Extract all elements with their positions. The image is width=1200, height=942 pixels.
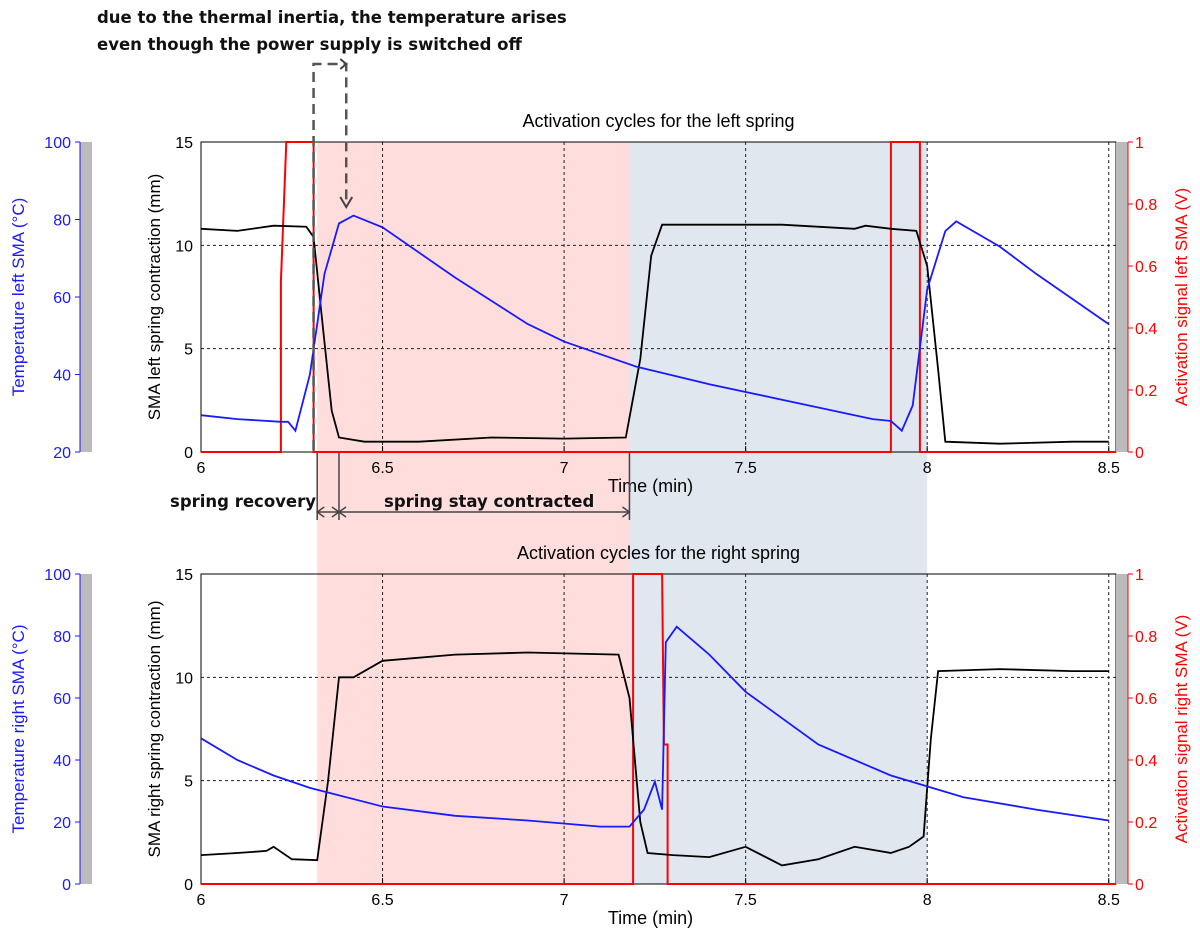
inertia-note-line2: even though the power supply is switched…: [97, 35, 522, 54]
right-axis-bar: [1116, 574, 1128, 884]
spring-contraction-line: [200, 223, 1109, 445]
tick-label-x: 7: [560, 892, 569, 909]
activation-axis-label: Activation signal left SMA (V): [1172, 188, 1191, 406]
tick-label-y2: 1: [1135, 135, 1144, 152]
tick-label-y3: 60: [53, 691, 71, 708]
tick-label-x: 7.5: [735, 892, 757, 909]
chart-right-spring: 6 6.5 7 7.5 8 8.505101500.20.40.60.8102040608…: [9, 543, 1191, 928]
tick-label-y3: 40: [53, 368, 71, 385]
temperature-axis-label: Temperature right SMA (°C): [9, 625, 28, 834]
x-axis-label: Time (min): [608, 476, 693, 496]
spring-contraction-line: [200, 651, 1109, 867]
tick-label-y3: 80: [53, 629, 71, 646]
tick-label-y3: 100: [44, 567, 71, 584]
phase-bands: [317, 142, 928, 884]
tick-label-y3: 40: [53, 753, 71, 770]
tick-label-x: 7: [560, 460, 569, 477]
temp-axis-bar: [80, 142, 92, 452]
contracted-arrowhead-right: [622, 506, 631, 518]
spring-stay-label: spring stay contracted: [384, 492, 595, 511]
chart-title: Activation cycles for the left spring: [522, 111, 794, 131]
tick-label-y2: 0: [1135, 445, 1144, 462]
tick-label-x: 6.5: [371, 892, 393, 909]
temp-axis-bar: [80, 574, 92, 884]
recovery-arrowhead-left: [315, 506, 325, 518]
band-cooling-phase: [629, 142, 928, 884]
tick-label-y2: 0.8: [1135, 629, 1157, 646]
tick-label-y3: 20: [53, 445, 71, 462]
tick-label-y: 10: [175, 670, 193, 687]
tick-label-y2: 0.4: [1135, 753, 1157, 770]
right-axis-bar: [1116, 142, 1128, 452]
tick-label-y2: 0.6: [1135, 691, 1157, 708]
tick-label-y3: 80: [53, 213, 71, 230]
tick-label-y2: 0.4: [1135, 321, 1157, 338]
temperature-axis-label: Temperature left SMA (°C): [9, 198, 28, 397]
spring-recovery-label: spring recovery: [170, 492, 317, 511]
tick-label-y3: 60: [53, 290, 71, 307]
tick-label-y2: 0: [1135, 877, 1144, 894]
tick-label-y: 0: [184, 445, 193, 462]
contracted-arrowhead-left: [337, 506, 347, 518]
tick-label-y2: 1: [1135, 567, 1144, 584]
tick-label-y: 0: [184, 877, 193, 894]
temperature-line: [200, 625, 1109, 828]
activation-axis-label: Activation signal right SMA (V): [1172, 615, 1191, 844]
tick-label-y: 10: [175, 238, 193, 255]
tick-label-x: 8: [923, 460, 932, 477]
annotation-overlay: [312, 58, 631, 520]
tick-label-x: 6.5: [371, 460, 393, 477]
inertia-arrowhead-down: [339, 196, 354, 209]
tick-label-y: 5: [184, 774, 193, 791]
activation-signal-line: [201, 573, 1116, 885]
x-axis-label: Time (min): [608, 908, 693, 928]
tick-label-y2: 0.6: [1135, 259, 1157, 276]
tick-label-y3: 20: [53, 815, 71, 832]
tick-label-x: 8.5: [1098, 460, 1120, 477]
tick-label-y3: 100: [44, 135, 71, 152]
y-axis-label: SMA right spring contraction (mm): [145, 601, 164, 858]
tick-label-y2: 0.8: [1135, 197, 1157, 214]
inertia-bracket: [312, 62, 348, 450]
band-contracted-phase: [317, 142, 630, 884]
tick-label-y2: 0.2: [1135, 383, 1157, 400]
tick-label-x: 8.5: [1098, 892, 1120, 909]
tick-label-x: 7.5: [735, 460, 757, 477]
temperature-line: [200, 214, 1110, 433]
tick-label-x: 6: [197, 892, 206, 909]
inertia-arrowhead-right: [339, 58, 348, 70]
y-axis-label: SMA left spring contraction (mm): [145, 174, 164, 421]
tick-label-x: 6: [197, 460, 206, 477]
tick-label-y: 5: [184, 342, 193, 359]
tick-label-y2: 0.2: [1135, 815, 1157, 832]
tick-label-y3: 0: [62, 877, 71, 894]
tick-label-y: 15: [175, 135, 193, 152]
tick-label-x: 8: [923, 892, 932, 909]
inertia-note-line1: due to the thermal inertia, the temperat…: [97, 8, 567, 27]
chart-title: Activation cycles for the right spring: [517, 543, 800, 563]
tick-label-y: 15: [175, 567, 193, 584]
